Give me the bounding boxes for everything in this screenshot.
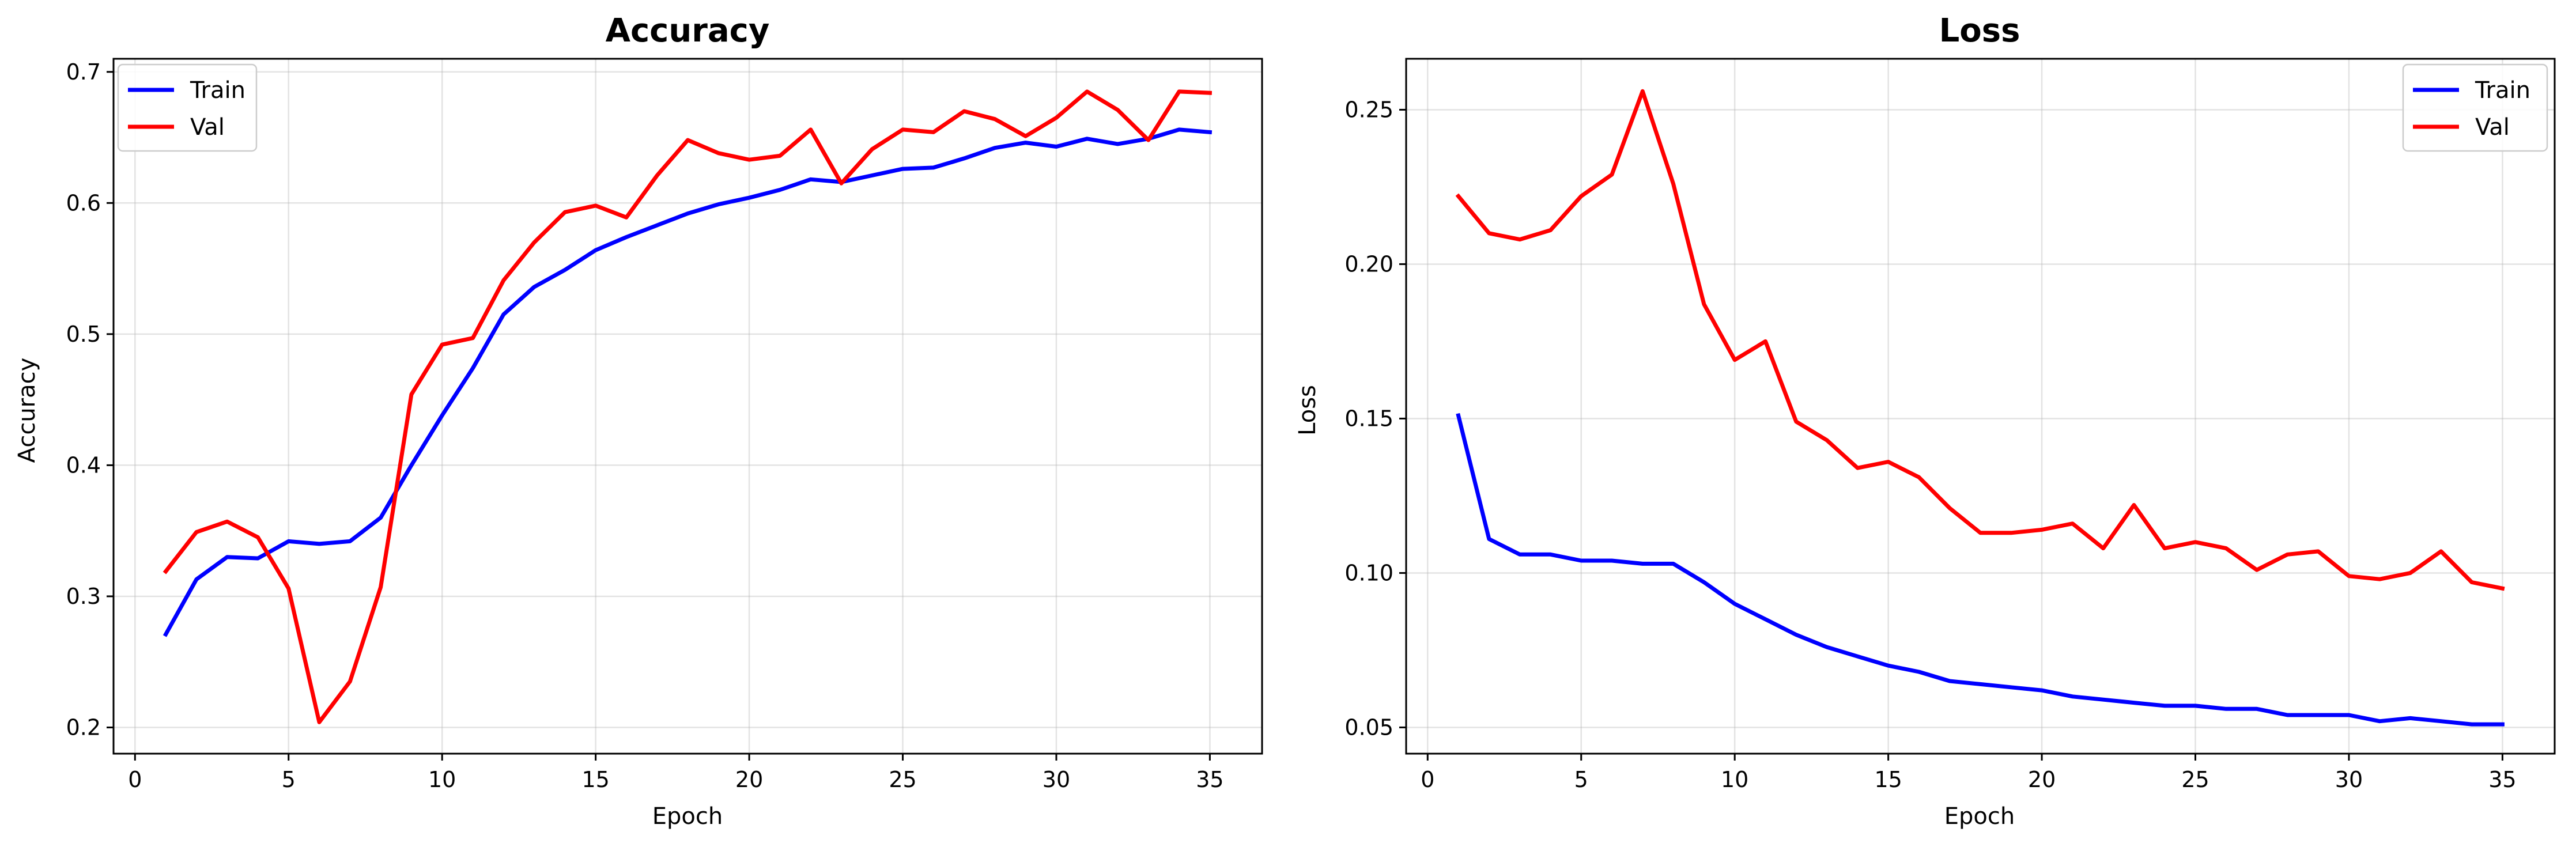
x-tick-label: 0	[128, 767, 142, 792]
x-tick-label: 15	[581, 767, 609, 792]
y-tick-label: 0.5	[66, 322, 101, 347]
x-axis-label: Epoch	[652, 803, 723, 830]
x-axis-label: Epoch	[1944, 803, 2015, 830]
series-line-val	[163, 89, 1213, 724]
y-tick-label: 0.6	[66, 190, 101, 215]
series-line-train	[163, 127, 1213, 637]
plot-frame	[1405, 58, 2556, 755]
y-tick-label: 0.7	[66, 59, 101, 85]
grid	[114, 59, 1262, 754]
y-tick-label: 0.25	[1344, 97, 1393, 122]
x-tick-label: 25	[2181, 767, 2209, 792]
x-tick-label: 20	[2028, 767, 2056, 792]
ticks: 0 5 10 15 20 25 30 35 0.2 0.3 0.4 0.5 0.6 0.7	[66, 59, 1224, 792]
x-tick-label: 0	[1421, 767, 1434, 792]
series-line-train	[1456, 413, 2505, 727]
x-tick-label: 10	[1721, 767, 1748, 792]
x-tick-label: 5	[282, 767, 296, 792]
x-tick-label: 35	[2488, 767, 2516, 792]
series-line-val	[1455, 89, 2505, 591]
y-tick-label: 0.2	[66, 714, 101, 740]
y-tick-label: 0.15	[1344, 406, 1393, 431]
x-tick-label: 35	[1196, 767, 1223, 792]
y-tick-label: 0.4	[66, 452, 101, 478]
series	[163, 89, 1213, 724]
ticks: 0 5 10 15 20 25 30 35 0.05 0.10 0.15 0.20 0.25	[1344, 97, 2516, 792]
series	[1455, 89, 2505, 727]
x-tick-label: 10	[428, 767, 456, 792]
accuracy-chart: Accuracy Epoch Accuracy 0 5 10 15 20 25 30 35 0.…	[14, 12, 1263, 830]
grid	[1406, 59, 2555, 754]
x-tick-label: 20	[735, 767, 763, 792]
x-tick-label: 25	[889, 767, 916, 792]
y-tick-label: 0.20	[1344, 251, 1393, 277]
legend-box	[2402, 63, 2548, 152]
legend: Train Val	[2402, 63, 2548, 152]
chart-title: Accuracy	[606, 12, 770, 50]
legend-label-val: Val	[190, 114, 225, 141]
legend-label-train: Train	[2475, 77, 2530, 104]
legend: Train Val	[117, 63, 258, 152]
plot-frame	[112, 58, 1263, 755]
legend-box	[117, 63, 258, 152]
x-tick-label: 30	[2335, 767, 2363, 792]
y-axis-label: Accuracy	[14, 358, 40, 463]
y-tick-label: 0.10	[1344, 560, 1393, 585]
y-tick-label: 0.05	[1344, 714, 1393, 740]
y-tick-label: 0.3	[66, 584, 101, 609]
y-axis-label: Loss	[1294, 385, 1321, 436]
legend-label-train: Train	[190, 77, 245, 104]
chart-title: Loss	[1939, 12, 2020, 50]
legend-label-val: Val	[2475, 114, 2510, 141]
x-tick-label: 5	[1574, 767, 1588, 792]
x-tick-label: 30	[1043, 767, 1070, 792]
x-tick-label: 15	[1874, 767, 1902, 792]
loss-chart: Loss Epoch Loss 0 5 10 15 20 25 30 35 0.05 0.10 0.…	[1294, 12, 2556, 830]
